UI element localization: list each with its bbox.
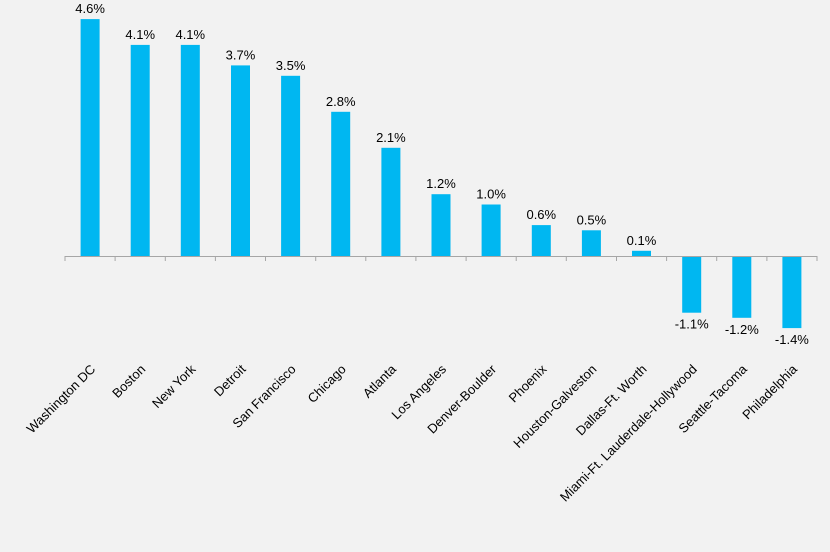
bar-detroit xyxy=(231,65,250,257)
data-label-washington-dc: 4.6% xyxy=(75,1,105,16)
data-label-houston-galveston: 0.5% xyxy=(577,212,607,227)
tick-label-chicago: Chicago xyxy=(304,362,348,406)
data-label-los-angeles: 1.2% xyxy=(426,176,456,191)
tick-label-philadelphia: Philadelphia xyxy=(739,361,800,422)
data-label-san-francisco: 3.5% xyxy=(276,58,306,73)
bar-boston xyxy=(130,44,150,257)
bar-denver-boulder xyxy=(481,204,501,256)
tick-label-detroit: Detroit xyxy=(211,361,249,399)
tick-label-boston: Boston xyxy=(109,362,148,401)
tick-label-phoenix: Phoenix xyxy=(506,361,550,405)
data-label-dallas-ft-worth: 0.1% xyxy=(627,233,657,248)
bar-houston-galveston xyxy=(581,230,601,257)
data-labels-layer: 4.6% 4.1% 4.1% 3.7% 3.5% 2.8% 2.1% 1.2% 1.0% 0.6%… xyxy=(75,1,809,347)
bar-los-angeles xyxy=(431,194,451,256)
bar-new-york xyxy=(180,44,200,257)
bar-atlanta xyxy=(381,147,401,256)
bar-chicago xyxy=(331,111,351,256)
data-label-philadelphia: -1.4% xyxy=(775,332,809,347)
bar-miami-ft-lauderdale-hollywood xyxy=(682,256,702,313)
bar-phoenix xyxy=(531,225,551,256)
bar-seattle-tacoma xyxy=(732,256,752,318)
data-label-denver-boulder: 1.0% xyxy=(476,187,506,202)
bar-san-francisco xyxy=(281,75,301,257)
x-axis xyxy=(64,256,818,261)
tick-label-houston-galveston: Houston-Galveston xyxy=(510,362,599,451)
tick-label-atlanta: Atlanta xyxy=(360,361,400,401)
data-label-chicago: 2.8% xyxy=(326,94,356,109)
tick-label-new-york: New York xyxy=(149,361,199,411)
tick-label-washington-dc: Washington DC xyxy=(24,362,99,437)
bar-dallas-ft-worth xyxy=(632,250,651,256)
data-label-new-york: 4.1% xyxy=(175,27,205,42)
data-label-phoenix: 0.6% xyxy=(526,207,556,222)
data-label-seattle-tacoma: -1.2% xyxy=(725,322,759,337)
data-label-miami-ft-lauderdale-hollywood: -1.1% xyxy=(675,317,709,332)
bars-layer xyxy=(80,19,802,329)
bar-washington-dc xyxy=(80,19,100,256)
data-label-atlanta: 2.1% xyxy=(376,130,406,145)
data-label-detroit: 3.7% xyxy=(226,47,256,62)
data-label-boston: 4.1% xyxy=(125,27,155,42)
bar-philadelphia xyxy=(782,256,802,329)
